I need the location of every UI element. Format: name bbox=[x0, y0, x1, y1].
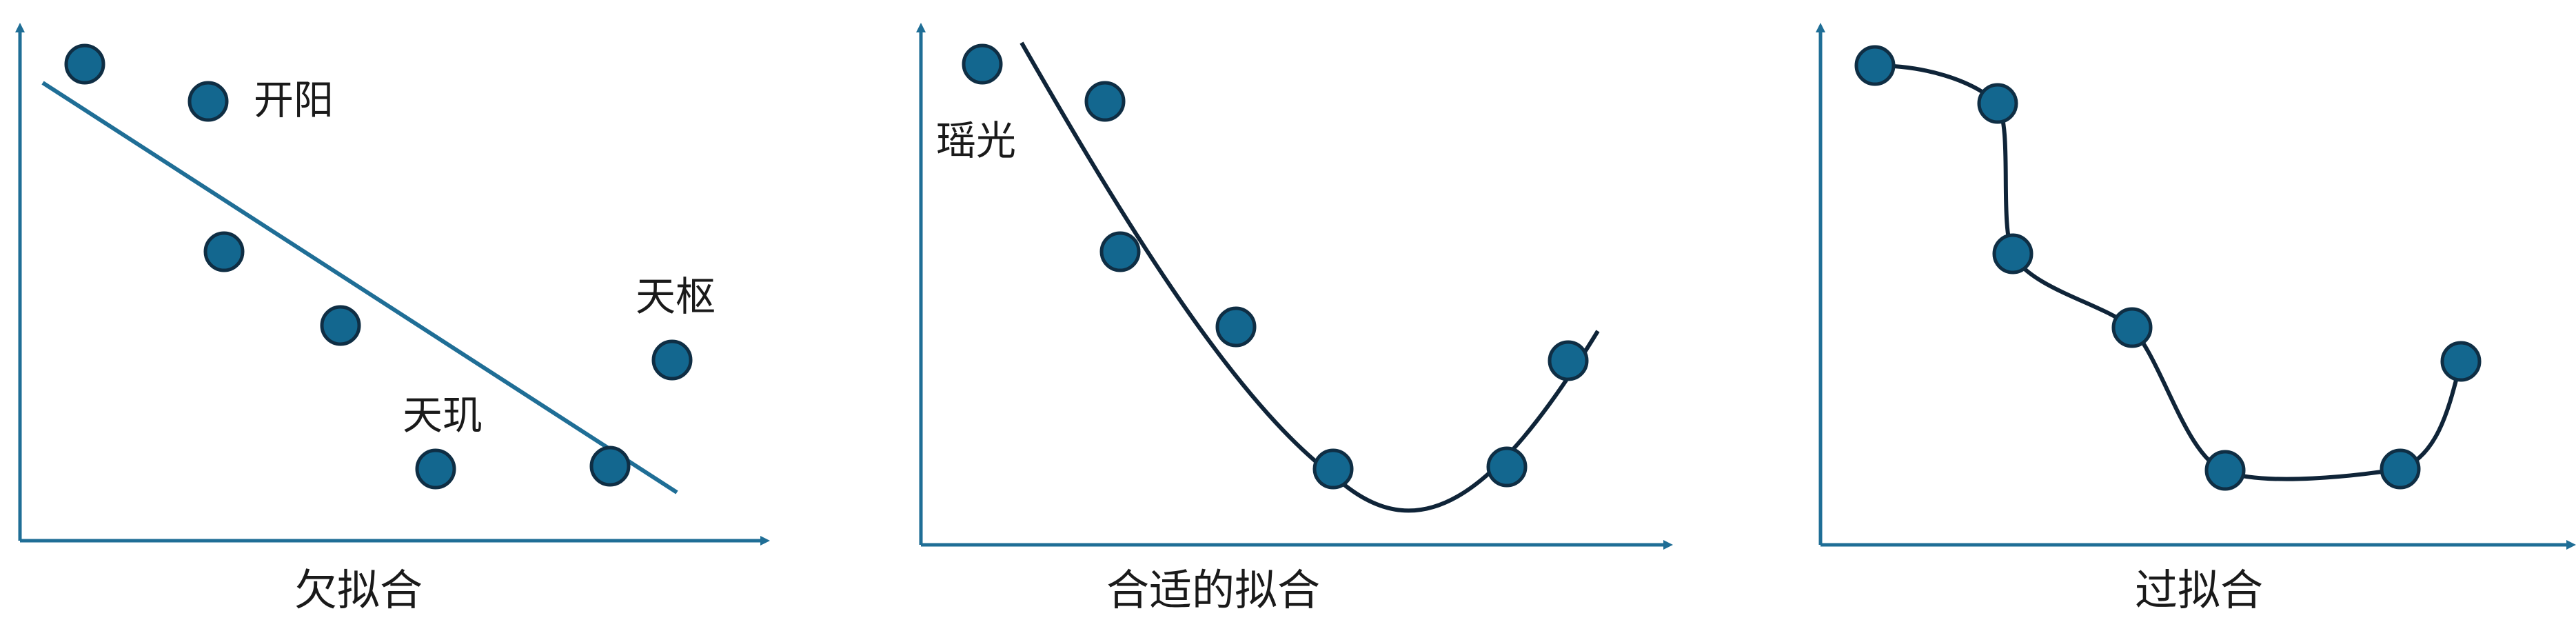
data-point bbox=[2204, 450, 2246, 491]
point-label: 开阳 bbox=[254, 77, 334, 123]
data-point bbox=[320, 305, 361, 346]
data-point bbox=[187, 81, 229, 122]
data-points bbox=[64, 43, 693, 490]
point-label: 瑶光 bbox=[936, 117, 1016, 164]
fit-line bbox=[41, 81, 678, 494]
panel-underfit: 开阳 天枢 天玑 欠拟合 bbox=[15, 23, 770, 615]
data-point bbox=[203, 231, 245, 272]
data-point bbox=[1977, 83, 2018, 124]
panel-caption: 欠拟合 bbox=[294, 565, 423, 615]
data-point bbox=[2440, 341, 2482, 382]
data-point bbox=[1992, 233, 2034, 274]
data-point bbox=[1486, 446, 1528, 488]
data-point bbox=[1084, 81, 1126, 122]
point-label: 天玑 bbox=[403, 392, 483, 439]
data-point bbox=[2111, 307, 2153, 348]
data-point bbox=[1854, 45, 1896, 86]
data-points bbox=[962, 43, 1589, 490]
data-point bbox=[1099, 231, 1141, 272]
point-label: 天枢 bbox=[636, 273, 716, 320]
panel-caption: 合适的拟合 bbox=[1106, 565, 1320, 615]
fit-curve bbox=[1874, 63, 2463, 481]
data-point bbox=[415, 448, 456, 490]
data-point bbox=[1215, 306, 1257, 348]
panel-overfit: 过拟合 bbox=[1816, 23, 2576, 615]
data-point bbox=[651, 339, 693, 381]
panel-caption: 过拟合 bbox=[2135, 565, 2263, 615]
panel-goodfit: 瑶光 合适的拟合 bbox=[916, 23, 1673, 615]
data-point bbox=[64, 43, 105, 85]
data-point bbox=[1548, 340, 1589, 381]
data-point bbox=[2380, 448, 2421, 490]
data-point bbox=[962, 43, 1003, 85]
data-point bbox=[589, 446, 631, 487]
data-point bbox=[1312, 448, 1354, 490]
data-points bbox=[1854, 45, 2482, 491]
